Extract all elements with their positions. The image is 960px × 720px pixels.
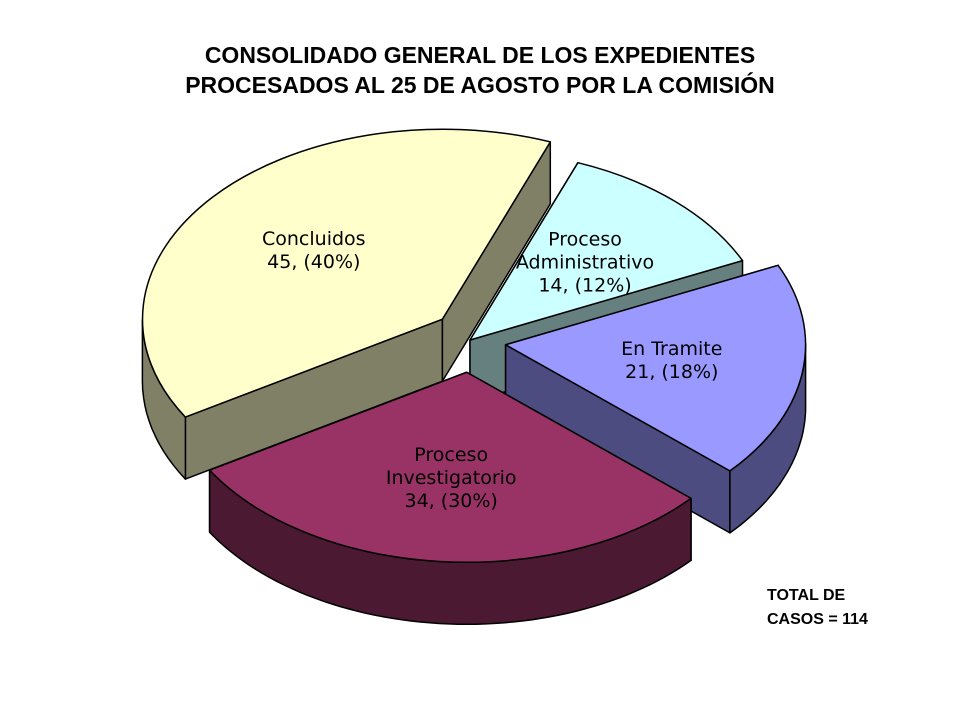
chart-title-line-2: PROCESADOS AL 25 DE AGOSTO POR LA COMISI…	[185, 72, 775, 98]
pie-slice-2	[504, 264, 807, 534]
chart-title-line-1: CONSOLIDADO GENERAL DE LOS EXPEDIENTES	[204, 42, 756, 68]
total-cases-line-2: CASOS = 114	[767, 611, 868, 628]
pie-slice-label-0: Concluidos 45, (40%)	[262, 228, 366, 273]
pie-slice-label-1: Proceso Administrativo 14, (12%)	[516, 228, 654, 296]
pie-slice-label-line: 34, (30%)	[405, 490, 498, 512]
total-cases-note: TOTAL DE CASOS = 114	[767, 584, 868, 632]
pie-slice-top-1	[469, 161, 744, 341]
pie-slice-label-line: 21, (18%)	[625, 361, 718, 383]
total-cases-line-1: TOTAL DE	[767, 587, 846, 604]
chart-title: CONSOLIDADO GENERAL DE LOS EXPEDIENTES P…	[0, 40, 960, 100]
pie-slice-label-line: 45, (40%)	[267, 251, 360, 273]
pie-slice-top-3	[208, 371, 692, 563]
pie-slice-top-2	[504, 264, 807, 472]
pie-slice-top-0	[141, 128, 552, 418]
pie-slice-label-2: En Tramite 21, (18%)	[621, 338, 722, 383]
pie-slice-label-line: Investigatorio	[386, 467, 517, 489]
pie-slice-label-line: Proceso	[548, 228, 622, 250]
pie-slice-0	[141, 128, 552, 480]
pie-slice-label-line: 14, (12%)	[538, 274, 631, 296]
pie-slice-label-line: Concluidos	[262, 228, 366, 250]
pie-slice-3	[208, 371, 692, 626]
pie-slice-label-line: Administrativo	[516, 251, 654, 273]
pie-slice-label-3: Proceso Investigatorio 34, (30%)	[386, 444, 517, 512]
pie-slice-label-line: Proceso	[414, 444, 488, 466]
pie-slice-label-line: En Tramite	[621, 338, 722, 360]
